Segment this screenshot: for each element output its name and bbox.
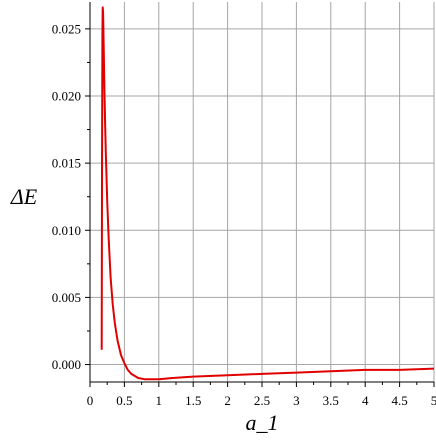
y-axis-title: ΔE [10, 184, 38, 209]
x-tick-label: 2.5 [254, 393, 270, 408]
x-tick-label: 5 [431, 393, 436, 408]
x-tick-label: 1.5 [185, 393, 201, 408]
y-tick-label: 0.025 [52, 21, 81, 36]
x-tick-label: 4.5 [391, 393, 407, 408]
x-tick-label: 4 [362, 393, 369, 408]
x-axis-title: a_1 [246, 410, 279, 435]
x-tick-label: 1 [156, 393, 163, 408]
series-layer [100, 6, 435, 381]
x-tick-label: 0 [87, 393, 94, 408]
y-tick-label: 0.020 [52, 88, 81, 103]
tick-layer: 0 0.5 1 1.5 2 2.5 3 3.5 4 4.5 5 0.000 0.005 0.010 0.01… [52, 21, 436, 408]
grid-lines [89, 2, 435, 382]
y-tick-label: 0.005 [52, 290, 81, 305]
x-tick-label: 3 [293, 393, 300, 408]
series-line [100, 6, 435, 381]
y-tick-label: 0.000 [52, 357, 81, 372]
x-tick-label: 0.5 [116, 393, 132, 408]
y-tick-label: 0.010 [52, 223, 81, 238]
y-tick-label: 0.015 [52, 156, 81, 171]
x-tick-label: 3.5 [323, 393, 339, 408]
x-tick-label: 2 [224, 393, 231, 408]
